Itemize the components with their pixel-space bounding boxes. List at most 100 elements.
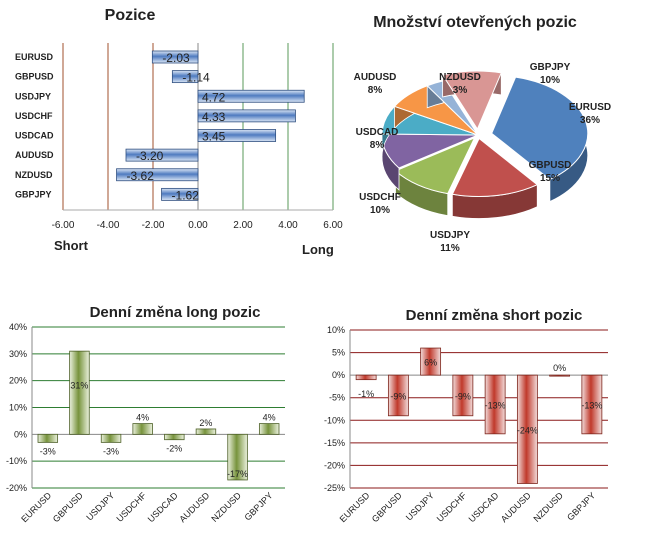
category-label: EURUSD [15,52,54,62]
category-label: AUDUSD [499,490,533,524]
bar [258,423,280,435]
y-tick-label: 10% [9,403,27,413]
category-label: NZDUSD [209,490,243,524]
bar [100,433,122,443]
data-label: -9% [390,391,406,401]
chart-title: Pozice [105,7,156,24]
category-label: NZDUSD [531,490,565,524]
x-tick-label: 4.00 [278,220,298,231]
data-label: 3.45 [202,130,226,144]
category-label: USDJPY [84,490,116,522]
category-label: AUDUSD [177,490,211,524]
data-label: -9% [455,391,471,401]
x-tick-label: 0.00 [188,220,208,231]
chart-title: Denní změna long pozic [90,304,261,321]
long-change-chart: Denní změna long pozic -20% -10% 0% 10% 20% 30… [0,290,300,541]
pie-label: USDJPY 11% [430,230,470,254]
bar [37,433,59,443]
category-label: USDJPY [15,91,51,101]
y-tick-label: 0% [332,370,345,380]
bar [549,374,571,377]
category-label: AUDUSD [15,150,54,160]
category-label: USDCAD [146,490,180,524]
category-label: USDCAD [467,490,501,524]
y-tick-label: 20% [9,376,27,386]
data-label: -3% [40,446,56,456]
pie-slice-top [491,76,589,181]
data-label: -3.20 [136,149,164,163]
category-label: USDCAD [15,131,54,141]
data-label: 2% [199,418,212,428]
bar [197,89,305,103]
bar [195,428,217,435]
pie-label: USDCHF 10% [359,192,401,216]
short-change-chart: Denní změna short pozic -25% -20% -15% -10% -… [312,290,650,541]
y-tick-label: -20% [324,460,345,470]
data-label: -3.62 [127,169,155,183]
y-tick-label: 10% [327,325,345,335]
pie-slice [491,76,589,203]
data-label: 6% [424,358,437,368]
bar [69,350,90,435]
pie-label: AUDUSD 8% [354,72,397,96]
data-label: 4% [136,413,149,423]
x-tick-label: -2.00 [142,220,165,231]
category-label: GBPUSD [370,490,404,524]
y-tick-label: 0% [14,429,27,439]
bar [164,433,185,441]
y-tick-label: 30% [9,349,27,359]
pie-slice-top [441,70,502,131]
data-label: -24% [517,425,538,435]
pie-label: GBPJPY 10% [530,62,571,86]
category-label: USDCHF [15,111,53,121]
bar [452,374,474,417]
pie-label: GBPUSD 15% [529,160,572,184]
y-tick-label: -10% [6,456,27,466]
category-label: NZDUSD [15,170,53,180]
bar [151,50,199,64]
data-label: -3% [103,446,119,456]
bar [387,374,409,417]
category-label: USDCHF [435,490,469,524]
category-label: GBPJPY [242,490,274,522]
y-tick-label: -5% [329,393,345,403]
open-positions-pie-svg: Množství otevřených pozic EURUSD 36% GBPUSD… [354,14,612,254]
data-label: 4.33 [202,110,226,124]
x-tick-label: -6.00 [52,220,75,231]
bar [197,129,277,142]
data-label: -1.62 [172,188,200,202]
data-label: 4% [263,413,276,423]
bar [227,433,248,481]
bar [581,374,603,435]
data-label: -17% [227,469,248,479]
chart-title: Denní změna short pozic [406,307,583,324]
category-label: EURUSD [19,490,53,524]
positions-chart: Pozice -6.00 -4.00 -2.00 0.00 2.00 4.00 6.00 EUR… [0,0,345,265]
y-tick-label: 40% [9,322,27,332]
bar [484,374,506,435]
bar [116,168,199,182]
y-tick-label: -15% [324,438,345,448]
category-label: EURUSD [338,490,372,524]
bar [355,374,377,381]
data-label: -2% [166,444,182,454]
category-label: USDJPY [404,490,436,522]
category-label: GBPJPY [565,490,597,522]
data-label: -1.14 [182,71,210,85]
short-change-chart-svg: Denní změna short pozic -25% -20% -15% -10% -… [324,307,608,524]
open-positions-pie: Množství otevřených pozic EURUSD 36% GBPUSD… [345,0,650,265]
x-tick-label: 2.00 [233,220,253,231]
bar [197,109,296,123]
data-label: 4.72 [202,90,226,104]
pie-slice [451,137,539,219]
bar [171,70,199,84]
bar [161,187,199,201]
bar [125,148,199,162]
pie-slice-top [451,137,539,198]
short-label: Short [54,238,89,253]
x-tick-label: -4.00 [97,220,120,231]
data-label: -13% [581,400,602,410]
bar [420,347,442,376]
category-label: USDCHF [115,490,149,524]
positions-chart-svg: Pozice -6.00 -4.00 -2.00 0.00 2.00 4.00 6.00 EUR… [15,7,343,257]
